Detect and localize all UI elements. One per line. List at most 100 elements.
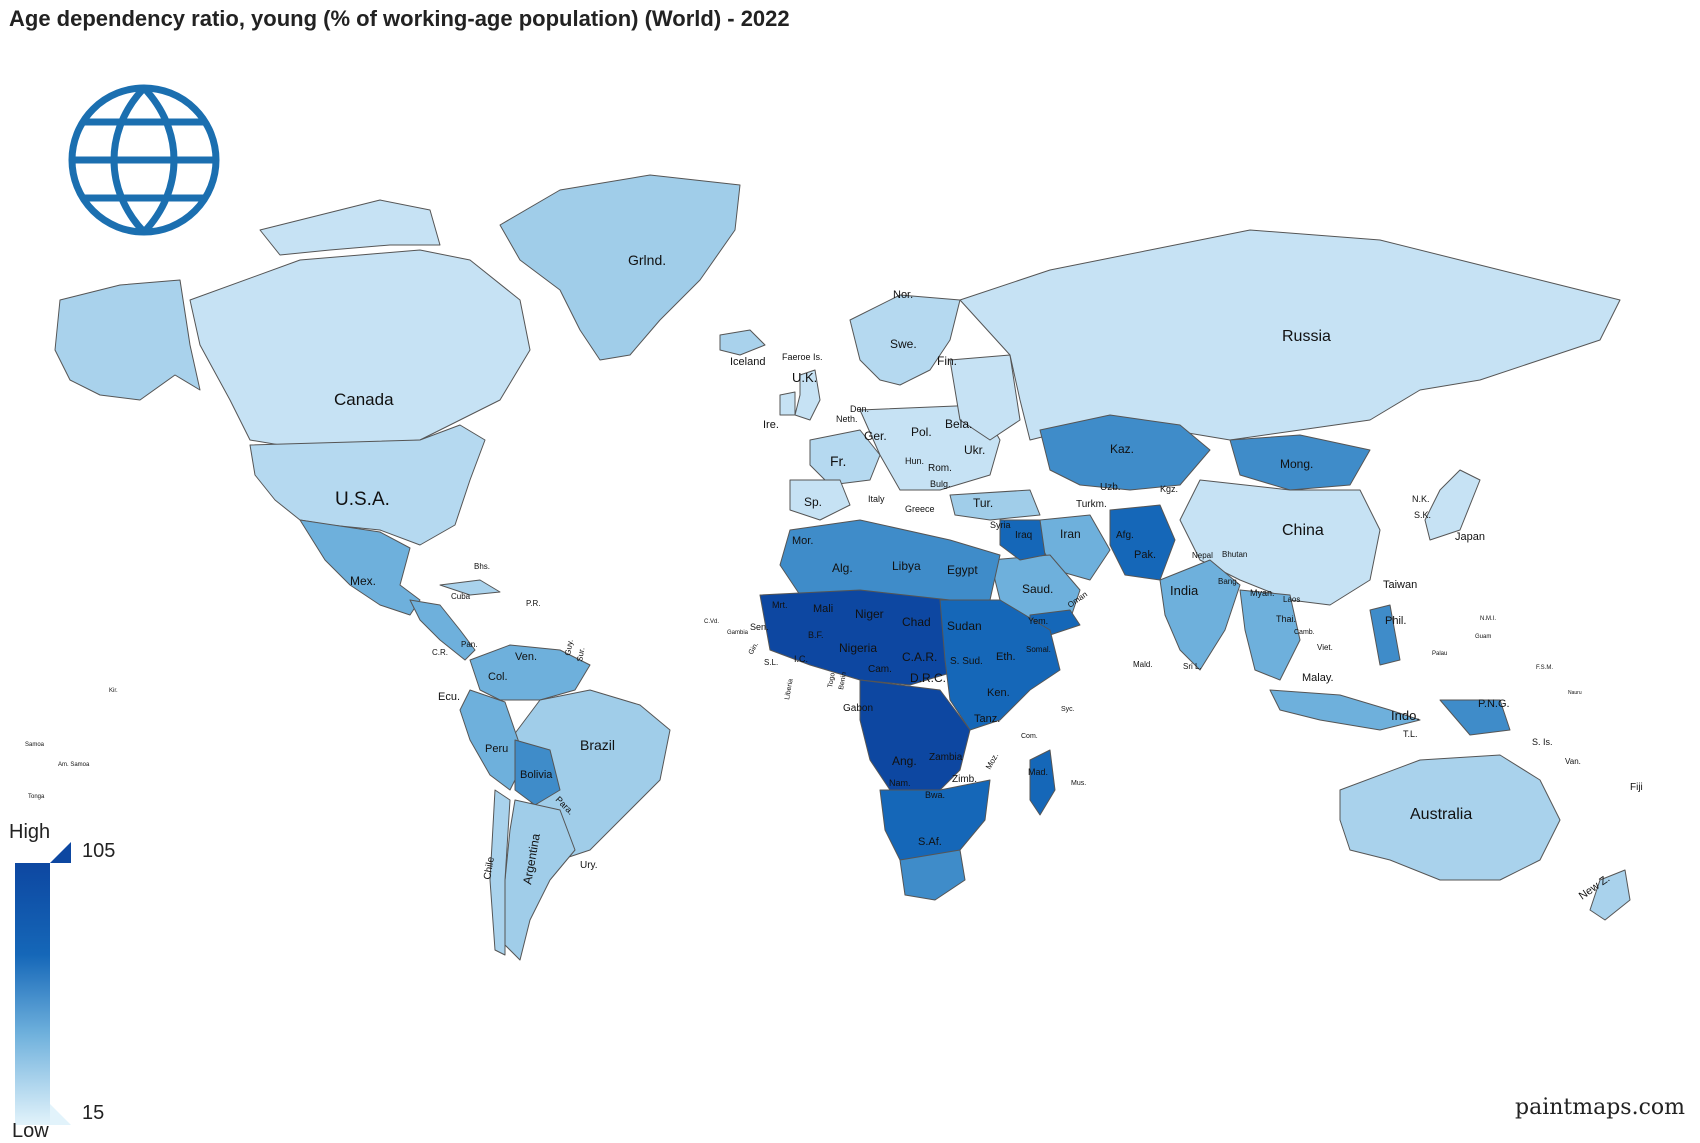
label-canada: Canada xyxy=(334,390,394,409)
label-cuba: Cuba xyxy=(451,592,471,601)
label-bolivia: Bolivia xyxy=(520,769,553,781)
label-pan: Pan. xyxy=(461,640,477,649)
region-chile[interactable] xyxy=(489,789,511,956)
label-sudan: Sudan xyxy=(947,619,982,633)
region-madagascar[interactable] xyxy=(1029,749,1056,816)
label-mong: Mong. xyxy=(1280,457,1313,471)
region-cuba[interactable] xyxy=(439,579,501,596)
region-scandinavia[interactable] xyxy=(849,294,961,386)
region-iraq-syria[interactable] xyxy=(999,519,1046,561)
label-nepal: Nepal xyxy=(1192,551,1213,560)
region-peru[interactable] xyxy=(459,689,526,791)
region-greenland[interactable] xyxy=(499,174,741,361)
label-peru: Peru xyxy=(485,743,508,755)
region-uk[interactable] xyxy=(794,369,821,421)
region-kazakhstan[interactable] xyxy=(1039,414,1211,491)
label-ic: I.C. xyxy=(794,654,808,664)
region-japan[interactable] xyxy=(1424,469,1481,541)
label-car: C.A.R. xyxy=(902,650,937,664)
label-bang: Bang. xyxy=(1218,577,1239,586)
region-china[interactable] xyxy=(1179,479,1381,606)
label-brazil: Brazil xyxy=(580,737,615,753)
label-amsamoa: Am. Samoa xyxy=(58,762,90,768)
label-cr: C.R. xyxy=(432,648,448,657)
region-usa[interactable] xyxy=(249,424,486,546)
label-mald: Mald. xyxy=(1133,660,1153,669)
label-mad: Mad. xyxy=(1028,767,1048,777)
legend-low-label: Low xyxy=(12,1120,49,1142)
label-sl: S.L. xyxy=(764,658,778,667)
region-canada[interactable] xyxy=(189,249,531,446)
region-indonesia[interactable] xyxy=(1269,689,1421,731)
legend-top-notch xyxy=(50,842,71,863)
label-usa: U.S.A. xyxy=(335,489,390,510)
region-eastern-europe[interactable] xyxy=(949,354,1021,441)
label-chad: Chad xyxy=(902,615,931,629)
label-ger: Ger. xyxy=(864,429,887,443)
label-yem: Yem. xyxy=(1028,616,1048,626)
label-india: India xyxy=(1170,583,1199,598)
label-camb: Camb. xyxy=(1294,629,1315,636)
region-sahel[interactable] xyxy=(759,589,981,686)
label-iceland: Iceland xyxy=(730,356,765,368)
region-ireland[interactable] xyxy=(779,391,796,416)
label-swe: Swe. xyxy=(890,337,917,351)
region-australia[interactable] xyxy=(1339,754,1561,881)
label-australia: Australia xyxy=(1410,806,1472,823)
label-grlnd: Grlnd. xyxy=(628,252,666,268)
label-fr: Fr. xyxy=(830,453,846,469)
label-libya: Libya xyxy=(892,559,921,573)
region-alaska[interactable] xyxy=(54,279,201,401)
region-central-america[interactable] xyxy=(409,599,476,661)
label-zimb: Zimb. xyxy=(952,774,977,785)
label-niger: Niger xyxy=(855,607,884,621)
label-nauru: Nauru xyxy=(1568,690,1582,696)
label-uk: U.K. xyxy=(792,370,817,385)
label-guy: Guy. xyxy=(563,639,575,657)
region-south-africa[interactable] xyxy=(899,849,966,901)
label-ven: Ven. xyxy=(515,651,537,663)
label-alg: Alg. xyxy=(832,561,853,575)
region-canada-islands[interactable] xyxy=(259,199,441,256)
label-myan: Myan. xyxy=(1250,588,1275,598)
label-laos: Laos xyxy=(1283,595,1300,604)
label-malay: Malay. xyxy=(1302,672,1334,684)
label-gabon: Gabon xyxy=(843,703,873,714)
region-mongolia[interactable] xyxy=(1229,434,1371,491)
region-india[interactable] xyxy=(1159,559,1241,671)
label-afg: Afg. xyxy=(1116,530,1134,541)
legend-bar xyxy=(15,863,50,1125)
region-png[interactable] xyxy=(1439,699,1511,736)
region-bolivia[interactable] xyxy=(514,739,561,806)
label-mrt: Mrt. xyxy=(772,600,788,610)
region-iceland[interactable] xyxy=(719,329,766,356)
region-colombia-venezuela[interactable] xyxy=(469,644,591,701)
region-afghanistan-pakistan[interactable] xyxy=(1109,504,1176,581)
region-new-zealand[interactable] xyxy=(1589,869,1631,921)
label-saf: S.Af. xyxy=(918,836,942,848)
label-italy: Italy xyxy=(868,494,885,504)
label-syria: Syria xyxy=(990,520,1011,530)
label-ssud: S. Sud. xyxy=(950,656,983,667)
label-mali: Mali xyxy=(813,603,833,615)
region-france[interactable] xyxy=(809,429,881,486)
label-phil: Phil. xyxy=(1385,615,1406,627)
label-guam: Guam xyxy=(1475,634,1491,640)
region-turkey[interactable] xyxy=(949,489,1041,521)
region-iberia[interactable] xyxy=(789,479,851,521)
label-nam: Nam. xyxy=(889,778,911,788)
label-bhs: Bhs. xyxy=(474,562,490,571)
label-kaz: Kaz. xyxy=(1110,442,1134,456)
label-pol: Pol. xyxy=(911,425,932,439)
region-east-africa[interactable] xyxy=(939,599,1061,731)
label-neth: Neth. xyxy=(836,414,858,424)
label-col: Col. xyxy=(488,671,508,683)
label-uzb: Uzb. xyxy=(1100,482,1121,493)
label-nigeria: Nigeria xyxy=(839,641,877,655)
label-ukr: Ukr. xyxy=(964,443,985,457)
region-philippines[interactable] xyxy=(1369,604,1401,666)
label-sis: S. Is. xyxy=(1532,737,1553,747)
region-southeast-asia[interactable] xyxy=(1239,589,1301,681)
region-argentina[interactable] xyxy=(504,799,576,961)
